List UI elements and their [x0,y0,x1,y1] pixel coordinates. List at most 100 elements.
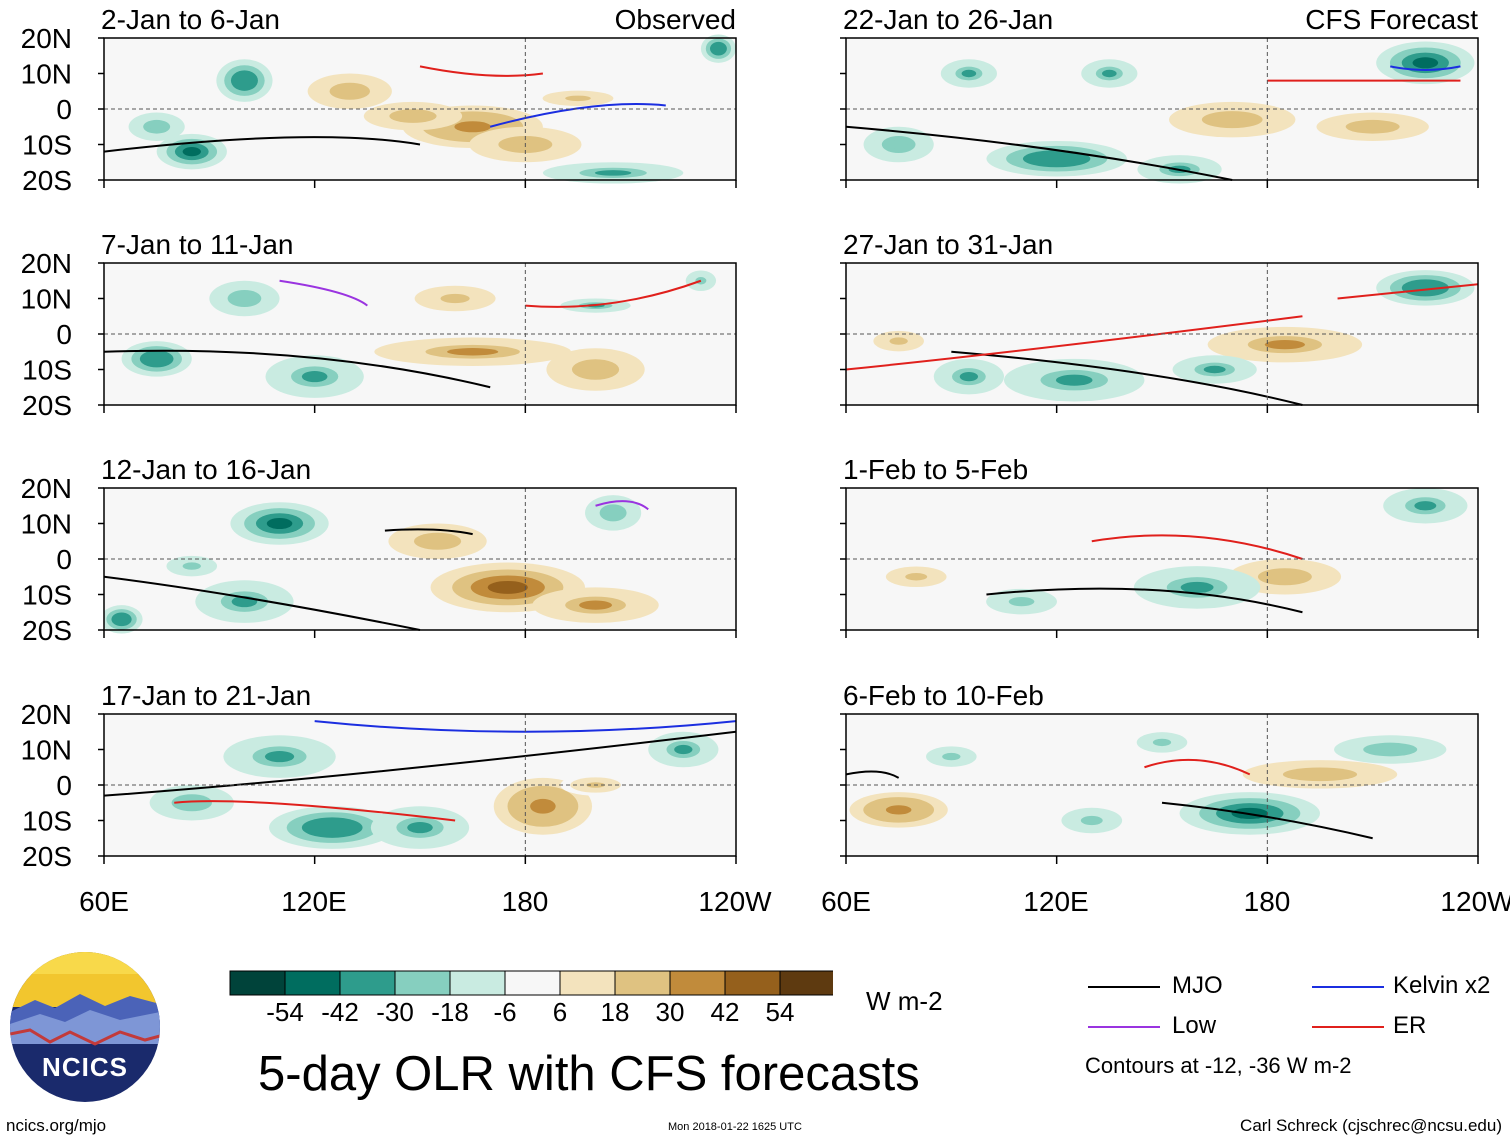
olr-anomaly-blob [674,744,693,755]
y-tick-label: 20N [21,699,72,730]
olr-anomaly-blob [961,69,977,78]
map-panel: 20N 10N 0 10S 20S 17-Jan to 21-Jan [21,680,737,872]
y-tick-label: 0 [56,770,72,801]
footer-timestamp: Mon 2018-01-22 1625 UTC [668,1121,802,1133]
olr-anomaly-blob [447,348,499,356]
olr-anomaly-blob [889,139,908,150]
x-tick-label: 120W [698,886,772,917]
colorbar-cell [669,970,726,996]
y-tick-label: 20S [22,615,72,646]
legend-line-low [1088,1026,1160,1028]
y-tick-label: 10S [22,580,72,611]
y-tick-label: 10N [21,59,72,90]
map-panel: 1-Feb to 5-Feb [840,454,1479,638]
contour-mjo [846,770,900,779]
olr-anomaly-blob [885,805,912,815]
colorbar-cell [449,970,506,996]
colorbar-cell [779,970,833,996]
panel-date-label: 27-Jan to 31-Jan [843,229,1053,260]
chart-title: 5-day OLR with CFS forecasts [258,1047,920,1101]
y-tick-label: 0 [56,94,72,125]
olr-anomaly-blob [266,517,293,530]
olr-anomaly-blob [713,44,724,53]
olr-anomaly-blob [942,752,961,761]
legend-label-mjo: MJO [1172,972,1223,999]
olr-anomaly-blob [579,600,612,610]
panel-date-label: 7-Jan to 11-Jan [101,229,294,260]
olr-anomaly-blob [582,363,609,376]
contour-low [279,279,368,307]
y-tick-label: 20S [22,841,72,872]
colorbar-label: 18 [600,997,630,1027]
panel-date-label: 6-Feb to 10-Feb [843,680,1044,711]
olr-anomaly-blob [182,146,201,157]
y-tick-label: 20N [21,473,72,504]
y-tick-label: 10N [21,509,72,540]
contour-mjo [104,730,736,797]
x-tick-label: 120E [281,886,346,917]
x-tick-label: 120W [1440,886,1510,917]
contour-er [525,279,702,308]
legend-label-kelvin: Kelvin x2 [1393,972,1491,999]
olr-anomaly-blob [1102,69,1117,78]
map-panel: 27-Jan to 31-Jan [840,229,1479,413]
olr-anomaly-blob [1080,815,1103,826]
olr-anomaly-blob [338,86,361,96]
x-tick-label: 120E [1023,886,1088,917]
colorbar [229,970,833,996]
olr-anomaly-blob [407,822,433,834]
panel-date-label: 12-Jan to 16-Jan [101,454,311,485]
legend-line-er [1312,1026,1384,1028]
olr-anomaly-blob [182,562,201,570]
y-tick-label: 10N [21,735,72,766]
colorbar-cell [504,970,561,996]
olr-anomaly-blob [1264,340,1305,350]
olr-anomaly-blob [594,170,632,176]
colorbar-label: 54 [765,997,795,1027]
olr-anomaly-blob [264,751,295,763]
contour-low [595,500,649,511]
map-panel: 20N 10N 0 10S 20S 2-Jan to 6-Jan Observed [21,4,737,196]
map-panel: 20N 10N 0 10S 20S 7-Jan to 11-Jan [21,229,737,421]
legend-line-kelvin [1312,986,1384,988]
contour-er [1144,758,1251,776]
colorbar-label: -18 [431,997,469,1027]
olr-anomaly-blob [1412,57,1439,69]
contour-kelvin [489,103,666,128]
y-tick-label: 0 [56,319,72,350]
olr-anomaly-blob [889,337,908,345]
panel-source-label: Observed [615,4,736,35]
colorbar-label: -30 [376,997,414,1027]
ncics-logo: NCICS [10,952,160,1102]
olr-anomaly-blob [959,371,979,382]
footer-author: Carl Schreck (cjschrec@ncsu.edu) [1240,1116,1502,1135]
olr-anomaly-blob [400,112,426,120]
legend-label-er: ER [1393,1012,1427,1039]
legend-label-low: Low [1172,1012,1217,1039]
contour-kelvin [1390,65,1461,71]
olr-anomaly-blob [605,508,621,518]
contour-mjo [986,587,1303,614]
olr-anomaly-blob [530,798,556,814]
olr-anomaly-blob [487,580,528,594]
olr-figure: 20N 10N 0 10S 20S 2-Jan to 6-Jan Observed 20N 10… [21,4,1510,917]
y-tick-label: 10S [22,355,72,386]
olr-anomaly-blob [116,615,128,624]
olr-anomaly-blob [1180,581,1214,593]
olr-anomaly-blob [147,354,166,364]
olr-anomaly-blob [1299,770,1341,779]
olr-anomaly-blob [1414,501,1437,511]
contour-er [419,65,544,77]
y-tick-label: 10S [22,806,72,837]
olr-anomaly-blob [905,573,928,581]
colorbar-cell [284,970,341,996]
contour-mjo [104,349,491,389]
footer-url[interactable]: ncics.org/mjo [6,1116,107,1135]
olr-anomaly-blob [1358,123,1388,131]
colorbar-label: 42 [710,997,740,1027]
colorbar-label: 30 [655,997,685,1027]
y-tick-label: 10N [21,284,72,315]
panel-date-label: 2-Jan to 6-Jan [101,4,280,35]
olr-anomaly-blob [565,95,591,102]
olr-anomaly-blob [301,371,328,383]
